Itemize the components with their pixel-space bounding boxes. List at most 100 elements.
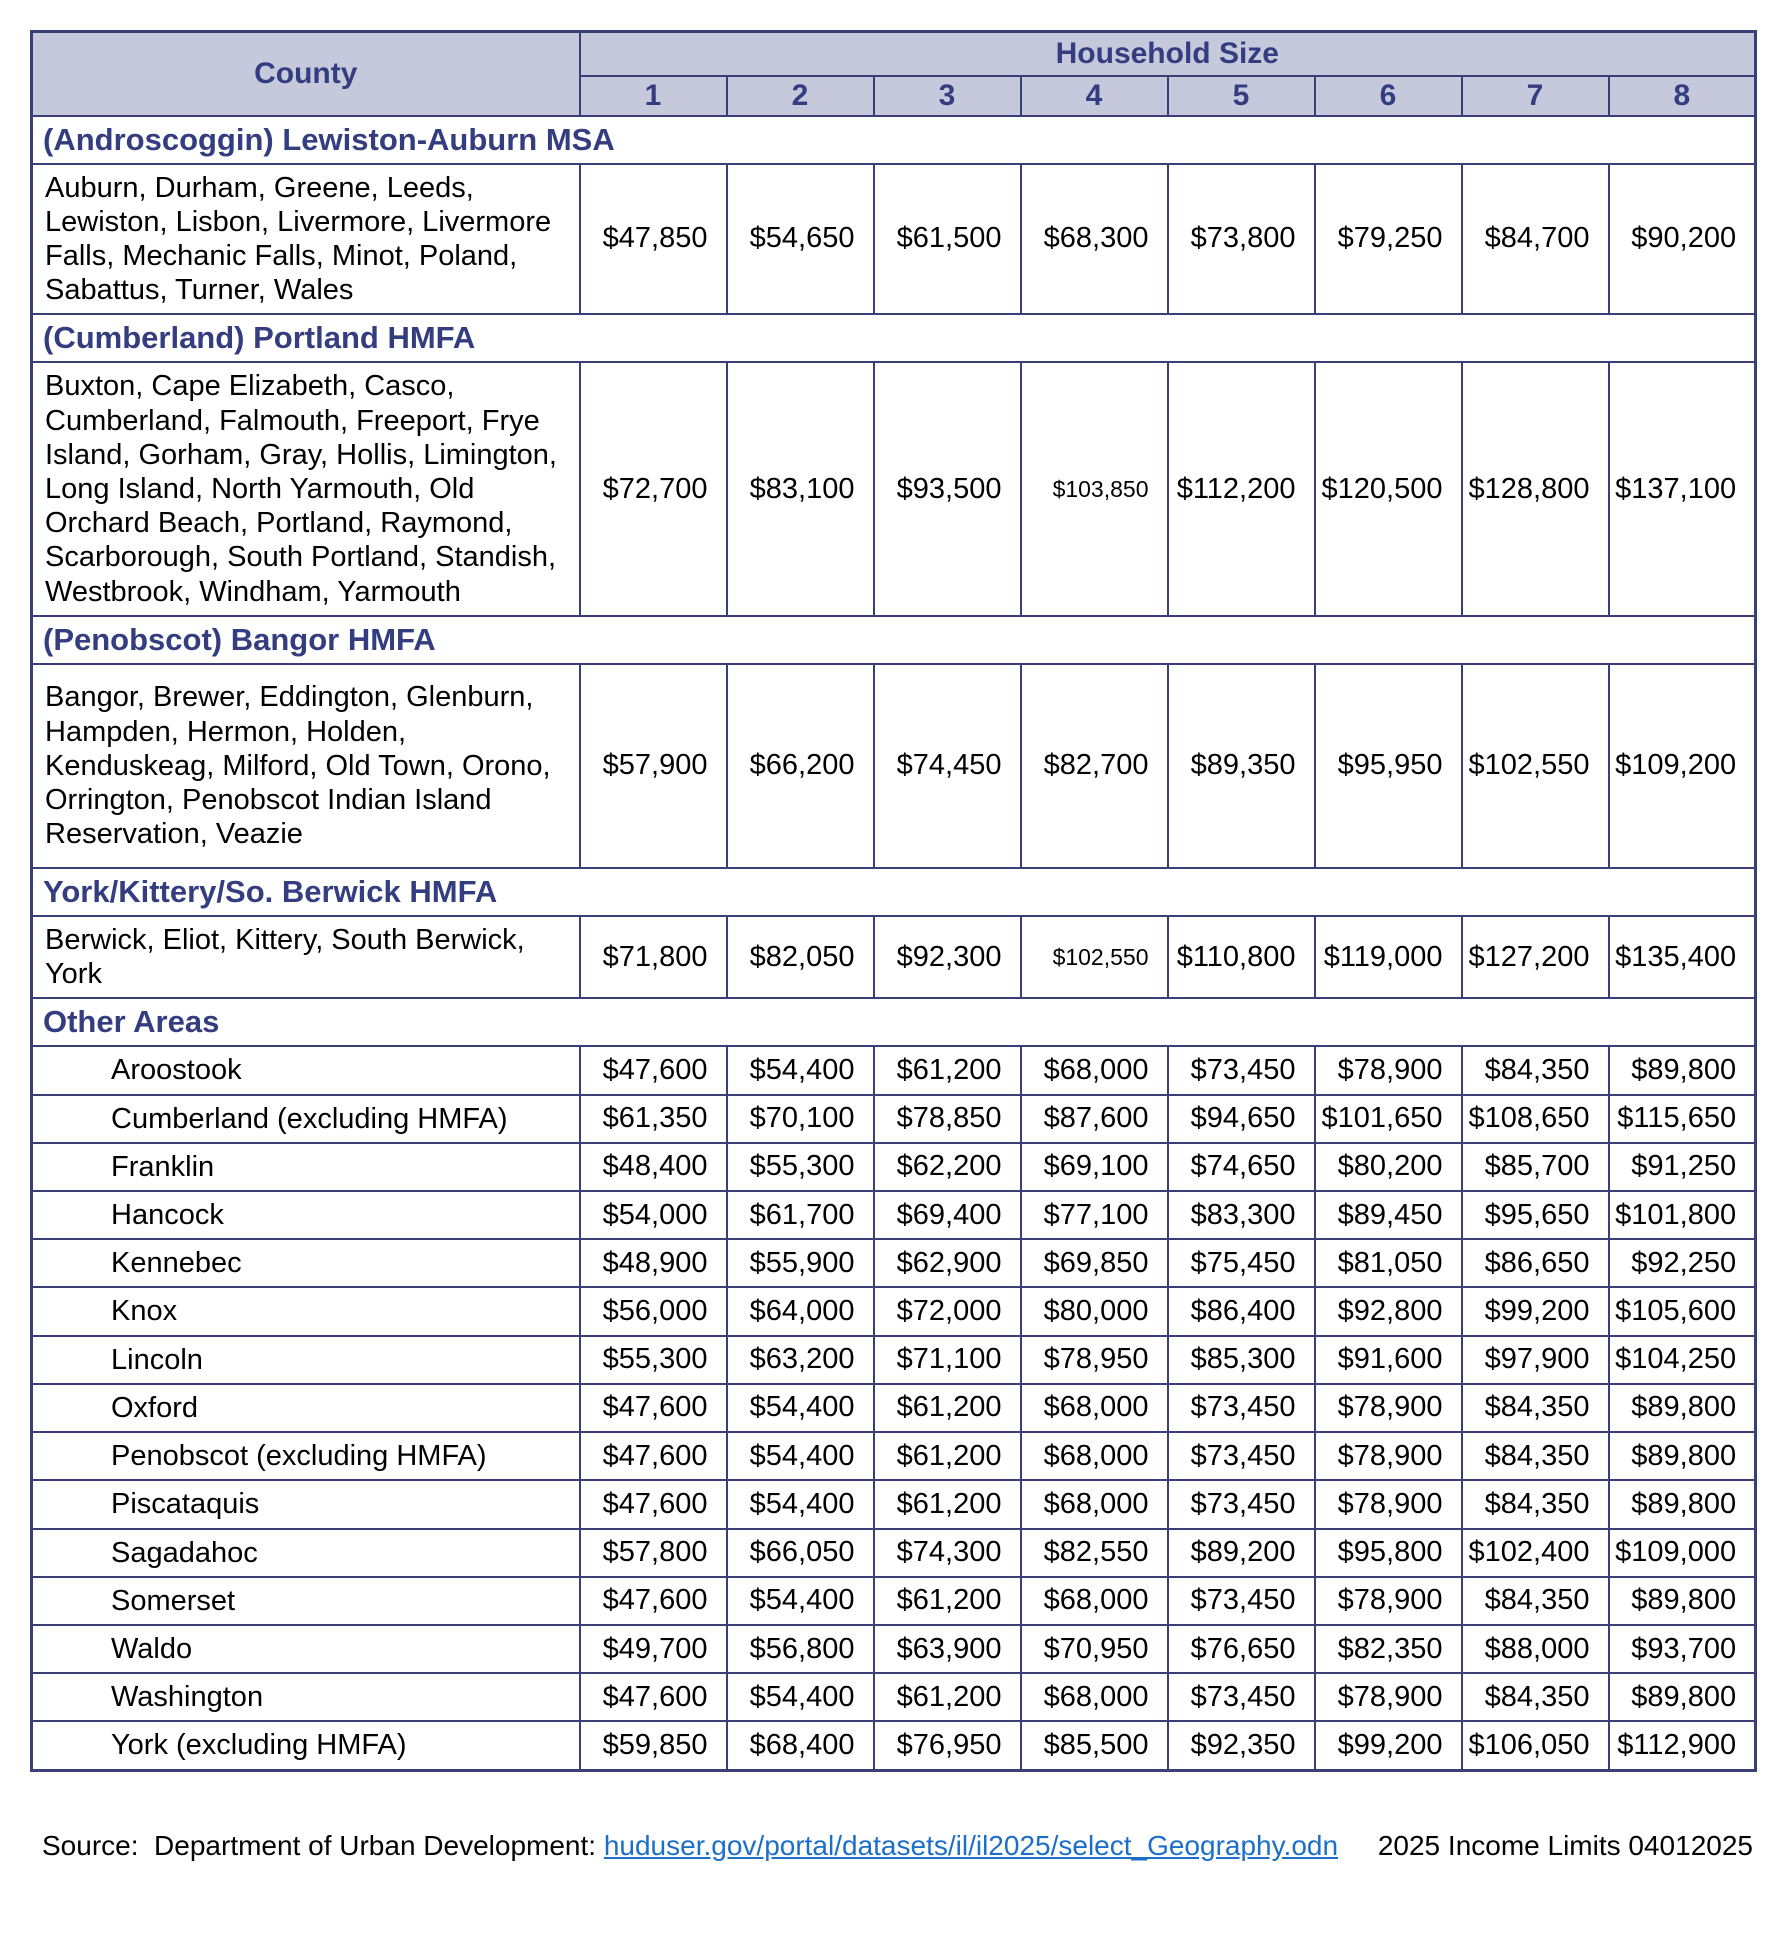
income-limit-value: $78,900 [1313, 1575, 1463, 1626]
income-limit-value: $128,800 [1460, 361, 1610, 617]
income-limit-value: $78,900 [1313, 1479, 1463, 1530]
income-limit-value: $85,300 [1166, 1334, 1316, 1385]
income-limit-value: $109,200 [1607, 662, 1757, 869]
county-name: Lincoln [30, 1334, 581, 1385]
income-limit-value: $84,350 [1460, 1672, 1610, 1723]
income-limit-value: $57,800 [578, 1527, 728, 1578]
income-limit-value: $55,300 [578, 1334, 728, 1385]
table-row: York (excluding HMFA) $59,850 $68,400 $76,9… [30, 1720, 1757, 1772]
section-header-bangor: (Penobscot) Bangor HMFA [30, 614, 1757, 665]
income-limit-value: $73,450 [1166, 1382, 1316, 1434]
income-limit-value: $115,650 [1607, 1093, 1757, 1144]
section-row: (Penobscot) Bangor HMFA [30, 614, 1757, 665]
income-limit-value: $66,200 [725, 662, 875, 869]
section-header-portland: (Cumberland) Portland HMFA [30, 313, 1757, 364]
income-limit-value: $62,200 [872, 1141, 1022, 1193]
income-limit-value: $81,050 [1313, 1238, 1463, 1289]
income-limit-value: $73,450 [1166, 1431, 1316, 1482]
income-limit-value: $95,950 [1313, 662, 1463, 869]
table-row: Bangor, Brewer, Eddington, Glenburn, Ham… [30, 662, 1757, 869]
section-row: (Androscoggin) Lewiston-Auburn MSA [30, 114, 1757, 165]
income-limit-value: $61,200 [872, 1479, 1022, 1530]
income-limit-value: $77,100 [1019, 1189, 1169, 1241]
income-limit-value: $97,900 [1460, 1334, 1610, 1385]
income-limit-value: $54,400 [725, 1575, 875, 1626]
income-limit-value: $84,350 [1460, 1431, 1610, 1482]
income-limit-value: $61,200 [872, 1431, 1022, 1482]
income-limit-value: $85,500 [1019, 1720, 1169, 1772]
income-limit-value: $74,450 [872, 662, 1022, 869]
income-limit-value: $109,000 [1607, 1527, 1757, 1578]
area-town-list: Auburn, Durham, Greene, Leeds, Lewiston,… [30, 162, 581, 316]
table-row: Berwick, Eliot, Kittery, South Berwick, … [30, 914, 1757, 1000]
income-limit-value: $80,000 [1019, 1286, 1169, 1337]
source-link[interactable]: huduser.gov/portal/datasets/il/il2025/se… [603, 1829, 1339, 1861]
income-limit-value: $91,600 [1313, 1334, 1463, 1385]
table-row: Buxton, Cape Elizabeth, Casco, Cumberlan… [30, 361, 1757, 617]
income-limit-value: $79,250 [1313, 162, 1463, 316]
footer: Source: Department of Urban Development:… [30, 1830, 1753, 1862]
income-limit-value: $74,650 [1166, 1141, 1316, 1193]
income-limit-value: $76,950 [872, 1720, 1022, 1772]
county-column-header: County [30, 30, 581, 117]
income-limit-value: $84,350 [1460, 1382, 1610, 1434]
income-limit-value: $69,400 [872, 1189, 1022, 1241]
income-limit-value: $68,000 [1019, 1672, 1169, 1723]
income-limit-value: $91,250 [1607, 1141, 1757, 1193]
income-limit-value: $63,900 [872, 1623, 1022, 1675]
income-limit-value: $82,550 [1019, 1527, 1169, 1578]
income-limit-value: $127,200 [1460, 914, 1610, 1000]
income-limit-value: $61,500 [872, 162, 1022, 316]
income-limit-value: $104,250 [1607, 1334, 1757, 1385]
income-limit-value: $54,000 [578, 1189, 728, 1241]
income-limit-value: $101,800 [1607, 1189, 1757, 1241]
income-limit-value: $89,800 [1607, 1045, 1757, 1096]
income-limit-value: $54,400 [725, 1382, 875, 1434]
income-limit-value: $82,050 [725, 914, 875, 1000]
income-limit-value: $84,350 [1460, 1045, 1610, 1096]
income-limit-value: $84,350 [1460, 1479, 1610, 1530]
table-row: Lincoln $55,300 $63,200 $71,100 $78,950 $85,3… [30, 1334, 1757, 1385]
income-limit-value: $72,700 [578, 361, 728, 617]
income-limit-value: $102,400 [1460, 1527, 1610, 1578]
area-town-list: Bangor, Brewer, Eddington, Glenburn, Ham… [30, 662, 581, 869]
income-limit-value: $112,900 [1607, 1720, 1757, 1772]
income-limit-value: $84,350 [1460, 1575, 1610, 1626]
income-limit-value: $47,850 [578, 162, 728, 316]
income-limit-value: $78,900 [1313, 1672, 1463, 1723]
income-limit-value: $120,500 [1313, 361, 1463, 617]
income-limit-value: $61,700 [725, 1189, 875, 1241]
income-limit-value: $47,600 [578, 1575, 728, 1626]
income-limit-value: $85,700 [1460, 1141, 1610, 1193]
income-limit-value: $99,200 [1460, 1286, 1610, 1337]
county-name: Aroostook [30, 1045, 581, 1096]
income-limit-value: $61,350 [578, 1093, 728, 1144]
income-limit-value: $55,900 [725, 1238, 875, 1289]
income-limit-value: $64,000 [725, 1286, 875, 1337]
table-row: Washington $47,600 $54,400 $61,200 $68,000 $7… [30, 1672, 1757, 1723]
income-limit-value: $88,000 [1460, 1623, 1610, 1675]
document-version: 2025 Income Limits 04012025 [1377, 1829, 1753, 1861]
income-limit-value: $82,350 [1313, 1623, 1463, 1675]
income-limit-value: $61,200 [872, 1045, 1022, 1096]
table-row: Kennebec $48,900 $55,900 $62,900 $69,850 $75,… [30, 1238, 1757, 1289]
income-limit-value: $62,900 [872, 1238, 1022, 1289]
income-limit-value: $55,300 [725, 1141, 875, 1193]
income-limit-value: $73,450 [1166, 1045, 1316, 1096]
income-limit-value: $78,850 [872, 1093, 1022, 1144]
income-limit-value: $89,200 [1166, 1527, 1316, 1578]
income-limit-value: $47,600 [578, 1479, 728, 1530]
size-column-header: 7 [1460, 74, 1610, 117]
table-row: Cumberland (excluding HMFA) $61,350 $70,10… [30, 1093, 1757, 1144]
size-column-header: 6 [1313, 74, 1463, 117]
county-name: Knox [30, 1286, 581, 1337]
income-limit-value: $74,300 [872, 1527, 1022, 1578]
income-limit-value: $80,200 [1313, 1141, 1463, 1193]
income-limit-value: $68,000 [1019, 1479, 1169, 1530]
income-limit-value: $48,400 [578, 1141, 728, 1193]
income-limit-value: $95,800 [1313, 1527, 1463, 1578]
income-limit-value: $137,100 [1607, 361, 1757, 617]
income-limit-value: $73,800 [1166, 162, 1316, 316]
income-limit-value: $47,600 [578, 1431, 728, 1482]
